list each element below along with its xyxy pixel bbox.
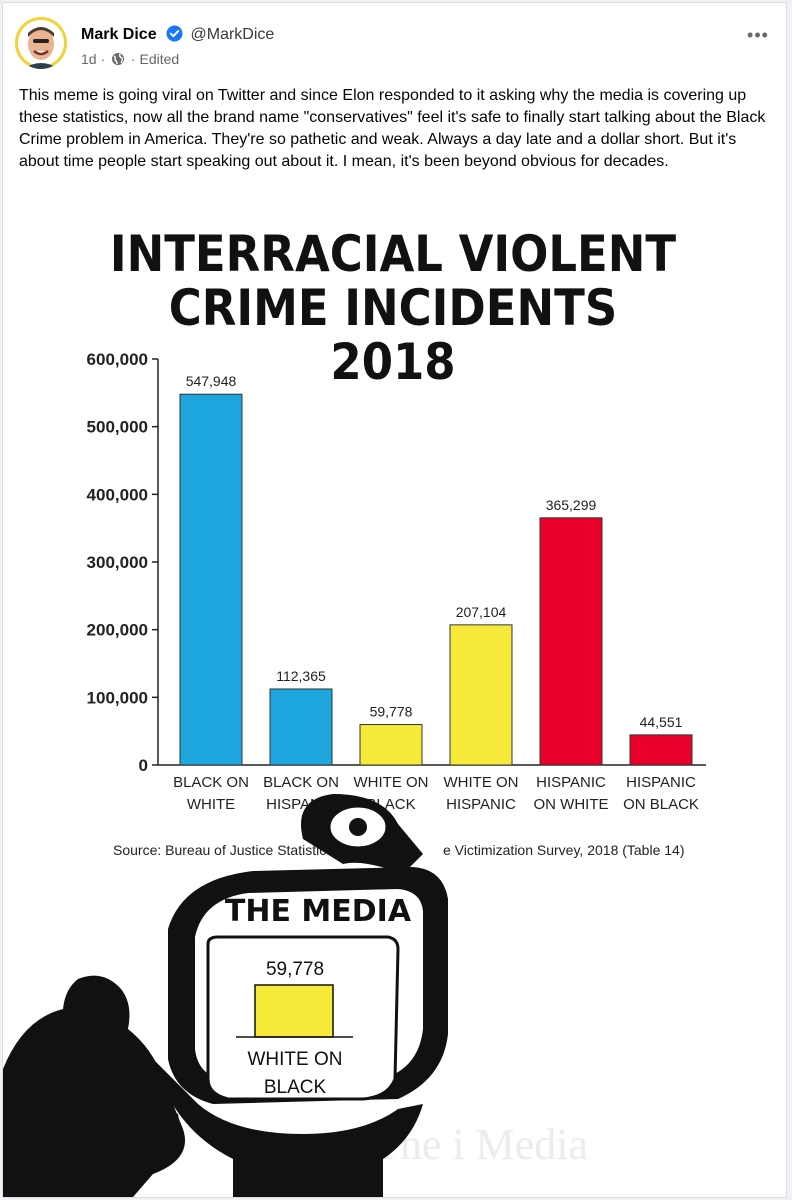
author-handle[interactable]: @MarkDice	[190, 26, 275, 43]
bar	[539, 517, 603, 766]
y-tick-label: 400,000	[87, 485, 148, 504]
bar-value-label: 59,778	[370, 704, 413, 720]
x-category-label: WHITE ON	[444, 774, 519, 791]
x-category-label: BLACK ON	[173, 774, 249, 791]
bar	[449, 624, 513, 766]
author-line: Mark Dice @MarkDice	[81, 25, 274, 47]
bar	[269, 688, 333, 766]
bar-value-label: 44,551	[640, 714, 683, 730]
y-tick-label: 200,000	[87, 621, 148, 640]
verified-badge-icon	[166, 25, 183, 47]
x-category-label: ON WHITE	[534, 796, 609, 813]
x-category-label: HISPANIC	[626, 774, 696, 791]
x-category-label: WHITE	[187, 796, 235, 813]
x-category-label: WHITE ON	[354, 774, 429, 791]
media-tv-illustration: The i Media THE MEDIA 59,778 WHITE ON BL…	[3, 794, 588, 1197]
bar-chart: 0 100,000 200,000 300,000 400,000 500,000 600,…	[87, 350, 706, 813]
meme-title-line1: INTERRACIAL VIOLENT	[110, 225, 677, 283]
chart-source-tail: e Victimization Survey, 2018 (Table 14)	[443, 842, 685, 858]
post-header: Mark Dice @MarkDice 1d · · Edited •••	[3, 3, 786, 83]
bar	[359, 724, 423, 766]
screen-label-line1: WHITE ON	[248, 1049, 343, 1070]
bar	[629, 734, 693, 766]
y-tick-label: 300,000	[87, 553, 148, 572]
y-tick-label: 0	[139, 756, 148, 775]
screen-bar	[254, 984, 334, 1038]
media-label: THE MEDIA	[225, 894, 412, 929]
meme-title-line2: CRIME INCIDENTS	[169, 279, 617, 337]
globe-icon[interactable]	[111, 52, 125, 69]
y-tick-label: 500,000	[87, 418, 148, 437]
author-name[interactable]: Mark Dice	[81, 26, 157, 43]
y-tick-label: 600,000	[87, 350, 148, 369]
more-options-icon[interactable]: •••	[747, 25, 769, 45]
bar-value-label: 112,365	[276, 668, 326, 684]
author-avatar[interactable]	[15, 17, 67, 69]
meta-separator: ·	[130, 51, 136, 67]
screen-label-line2: BLACK	[264, 1077, 327, 1098]
x-category-label: HISPANIC	[536, 774, 606, 791]
bar-value-label: 207,104	[456, 604, 507, 620]
post-time[interactable]: 1d	[81, 51, 97, 67]
x-category-label: HISPANIC	[446, 796, 516, 813]
y-tick-label: 100,000	[87, 688, 148, 707]
meme-title-line3: 2018	[330, 333, 455, 391]
bar-value-label: 547,948	[186, 373, 237, 389]
chart-source: Source: Bureau of Justice Statistics, Na	[113, 842, 359, 858]
screen-value: 59,778	[266, 959, 324, 980]
meme-image[interactable]: INTERRACIAL VIOLENT CRIME INCIDENTS 2018…	[3, 199, 786, 1197]
x-category-label: ON BLACK	[623, 796, 699, 813]
edited-label[interactable]: Edited	[139, 51, 180, 67]
bar-value-label: 365,299	[546, 497, 597, 513]
bar	[179, 393, 243, 766]
post-meta: 1d · · Edited	[81, 51, 179, 69]
meme-chart: INTERRACIAL VIOLENT CRIME INCIDENTS 2018…	[3, 225, 706, 1197]
meta-separator: ·	[100, 51, 106, 67]
x-category-label: BLACK ON	[263, 774, 339, 791]
post-text: This meme is going viral on Twitter and …	[19, 87, 766, 170]
